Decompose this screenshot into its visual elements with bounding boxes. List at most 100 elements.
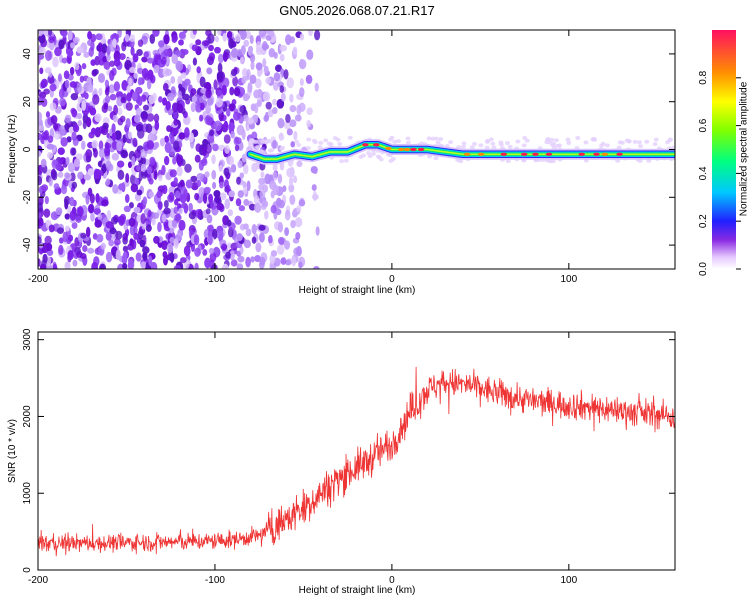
noise-dot: [194, 192, 200, 201]
noise-dot: [57, 147, 65, 156]
bottom-y-tick-label: 3000: [22, 328, 33, 351]
noise-dot: [173, 110, 178, 120]
noise-dot: [71, 147, 77, 156]
noise-dot: [140, 213, 146, 225]
noise-dot: [116, 140, 123, 152]
noise-dot: [204, 257, 212, 269]
noise-dot: [69, 81, 77, 88]
noise-dot: [226, 107, 231, 117]
top-x-tick-label: -100: [205, 274, 225, 285]
noise-dot: [208, 129, 215, 137]
noise-dot: [273, 51, 278, 59]
noise-dot: [211, 154, 216, 165]
noise-dot: [298, 261, 303, 269]
noise-dot: [236, 176, 241, 185]
noise-dot: [171, 54, 178, 65]
noise-dot: [215, 97, 223, 108]
noise-dot: [282, 185, 287, 193]
noise-dot: [75, 215, 82, 223]
noise-dot: [263, 65, 269, 74]
noise-dot: [168, 219, 173, 229]
halo-dot: [270, 136, 276, 141]
noise-dot: [154, 120, 160, 131]
noise-dot: [247, 47, 253, 56]
noise-dot: [105, 178, 111, 186]
noise-dot: [66, 136, 72, 143]
colorbar-gradient: [712, 30, 736, 269]
noise-dot: [98, 87, 103, 97]
noise-dot: [105, 95, 111, 104]
noise-dot: [239, 105, 247, 114]
noise-dot: [112, 114, 118, 123]
track-peak: [403, 147, 411, 152]
noise-dot: [158, 40, 165, 48]
noise-dot: [289, 176, 294, 186]
noise-dot: [219, 181, 224, 189]
noise-dot: [225, 251, 231, 259]
halo-dot: [566, 140, 572, 145]
noise-dot: [62, 231, 68, 243]
noise-dot: [164, 135, 170, 143]
noise-dot: [289, 166, 295, 178]
noise-dot: [38, 132, 43, 141]
noise-dot: [243, 198, 250, 206]
noise-dot: [190, 242, 196, 253]
noise-dot: [106, 54, 111, 62]
noise-dot: [265, 77, 272, 85]
noise-dot: [255, 62, 263, 71]
noise-dot: [122, 251, 128, 261]
noise-dot: [235, 198, 242, 207]
noise-dot: [102, 122, 109, 130]
noise-dot: [93, 208, 101, 215]
halo-dot: [390, 156, 396, 161]
halo-dot: [583, 140, 589, 145]
noise-dot: [84, 92, 89, 100]
halo-dot: [472, 141, 478, 146]
noise-dot: [289, 194, 296, 205]
noise-dot: [88, 105, 94, 114]
noise-dot: [261, 43, 270, 50]
noise-dot: [109, 93, 117, 101]
noise-dot: [94, 126, 101, 138]
noise-dot: [196, 172, 204, 181]
noise-dot: [258, 232, 265, 243]
noise-dot: [201, 40, 210, 47]
noise-dot: [194, 247, 201, 257]
noise-dot: [259, 256, 266, 266]
top-x-ticks: -200 -100 0 100: [28, 30, 578, 285]
noise-dot: [145, 123, 153, 134]
noise-dot: [90, 59, 96, 66]
noise-dot: [59, 97, 67, 107]
top-x-tick-label: -200: [28, 274, 48, 285]
noise-dot: [63, 70, 70, 80]
noise-dot: [58, 244, 64, 255]
noise-dot: [57, 73, 62, 82]
noise-dot: [122, 232, 128, 241]
noise-dot: [95, 33, 103, 41]
colorbar: 0.0 0.2 0.4 0.6 0.8 Normalized spectral ampl…: [698, 30, 750, 276]
noise-dot: [122, 93, 127, 104]
noise-dot: [173, 206, 178, 214]
noise-dot: [142, 104, 149, 111]
noise-dot: [163, 155, 170, 166]
noise-dot: [230, 130, 235, 139]
noise-dot: [108, 239, 115, 247]
noise-dot: [163, 48, 171, 57]
noise-dot: [284, 209, 291, 221]
noise-dot: [226, 242, 232, 249]
halo-dot: [294, 139, 300, 144]
noise-dot: [124, 193, 130, 203]
halo-dot: [255, 145, 261, 150]
noise-dot: [230, 259, 238, 267]
noise-dot: [243, 39, 250, 47]
noise-dot: [54, 47, 62, 57]
noise-dot: [85, 226, 91, 238]
noise-dot: [272, 139, 277, 149]
noise-dot: [139, 148, 148, 159]
noise-dot: [199, 95, 206, 105]
noise-dot: [313, 265, 320, 269]
halo-dot: [575, 135, 581, 140]
noise-dot: [236, 124, 245, 136]
noise-dot: [314, 82, 319, 92]
noise-dot: [47, 30, 53, 37]
